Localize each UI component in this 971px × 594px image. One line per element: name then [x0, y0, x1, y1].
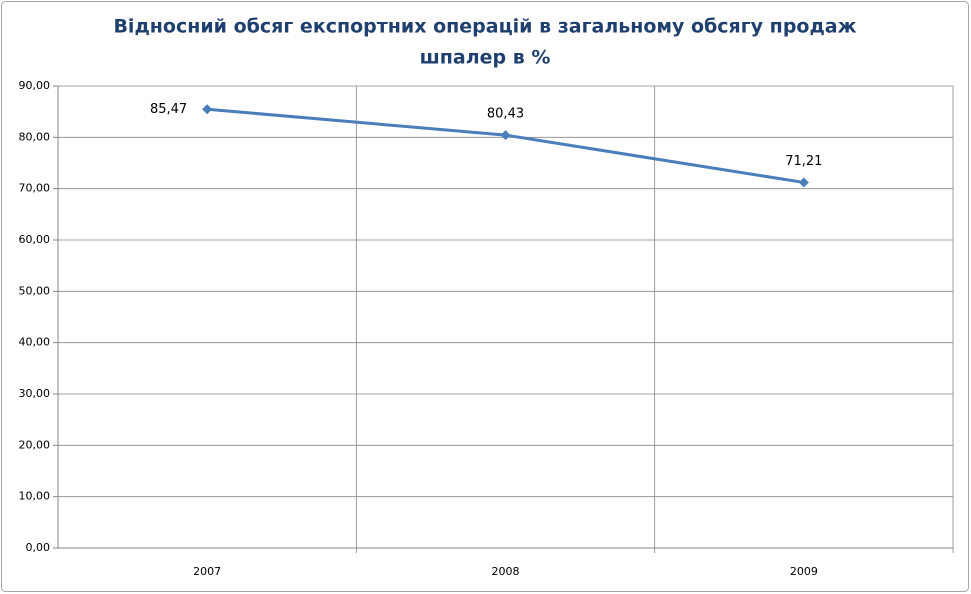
y-tick-label: 30,00	[19, 387, 51, 400]
x-tick-label: 2008	[492, 565, 520, 578]
y-tick-label: 80,00	[19, 130, 51, 143]
y-tick-label: 20,00	[19, 438, 51, 451]
chart-title: Відносний обсяг експортних операцій в за…	[113, 16, 856, 38]
chart-title: шпалер в %	[420, 47, 551, 69]
y-tick-label: 60,00	[19, 233, 51, 246]
y-tick-label: 40,00	[19, 336, 51, 349]
y-tick-label: 0,00	[26, 541, 51, 554]
y-tick-label: 50,00	[19, 284, 51, 297]
point	[500, 130, 511, 141]
y-tick-label: 70,00	[19, 182, 51, 195]
data-label: 80,43	[487, 107, 524, 122]
data-label: 85,47	[150, 102, 187, 117]
data-label: 71,21	[785, 154, 822, 169]
point	[798, 177, 809, 188]
x-tick-label: 2007	[193, 565, 221, 578]
x-tick-label: 2009	[790, 565, 818, 578]
y-tick-label: 90,00	[19, 79, 51, 92]
point	[202, 104, 213, 115]
y-tick-label: 10,00	[19, 490, 51, 503]
